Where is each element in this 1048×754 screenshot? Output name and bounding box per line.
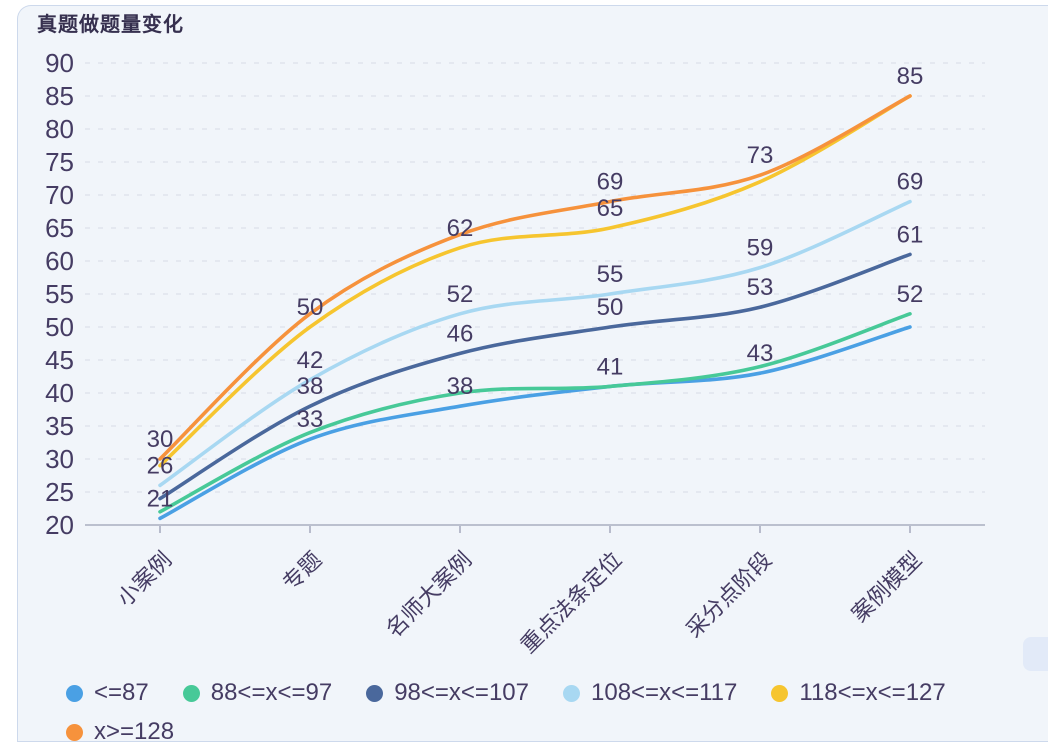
chart-title: 真题做题量变化 [37, 14, 184, 36]
point-label-<=87-名师大案例: 38 [447, 373, 474, 400]
point-label-<=87-采分点阶段: 43 [747, 340, 774, 367]
point-label-x>=128-采分点阶段: 73 [747, 142, 774, 169]
y-tick-label: 90 [45, 48, 74, 78]
point-label-108<=x<=117-名师大案例: 52 [447, 281, 474, 308]
point-label-108<=x<=117-专题: 42 [297, 347, 324, 374]
point-label-118<=x<=127-名师大案例: 62 [447, 215, 474, 242]
x-category-label: 重点法条定位 [516, 547, 627, 658]
y-tick-label: 20 [45, 510, 74, 540]
point-label-98<=x<=107-重点法条定位: 50 [597, 294, 624, 321]
series-lines [158, 94, 912, 521]
point-label-108<=x<=117-小案例: 26 [147, 452, 174, 479]
legend-dot-icon [66, 684, 83, 702]
legend-dot-icon [771, 684, 789, 702]
y-tick-label: 65 [45, 213, 74, 243]
legend-label: x>=128 [94, 718, 175, 745]
series-line-<=87 [158, 325, 912, 521]
legend-item-<=87[interactable]: <=87 [66, 679, 149, 707]
legend-dot-icon [66, 723, 83, 741]
x-category-label: 专题 [278, 547, 327, 596]
y-tick-label: 30 [45, 444, 74, 474]
legend-label: 98<=x<=107 [394, 679, 529, 706]
chart-panel [17, 5, 1048, 742]
legend-item-x>=128[interactable]: x>=128 [66, 718, 174, 746]
y-tick-label: 80 [45, 114, 74, 144]
y-tick-label: 60 [45, 246, 74, 276]
legend-label: <=87 [94, 679, 149, 706]
legend-label: 108<=x<=117 [591, 679, 738, 706]
series-line-118<=x<=127 [158, 94, 912, 468]
point-labels: 21 33 38 41 43 52 38 46 50 53 61 26 42 52 55 59 69 50 62 65… [147, 63, 924, 512]
point-label-<=87-重点法条定位: 41 [597, 353, 624, 380]
legend-item-98<=x<=107[interactable]: 98<=x<=107 [366, 679, 529, 707]
point-label-108<=x<=117-案例模型: 69 [897, 169, 924, 196]
point-label-108<=x<=117-重点法条定位: 55 [597, 261, 624, 288]
y-tick-label: 45 [45, 345, 74, 375]
point-label-x>=128-案例模型: 85 [897, 63, 924, 90]
y-tick-label: 25 [45, 477, 74, 507]
y-tick-label: 35 [45, 411, 74, 441]
legend-dot-icon [366, 684, 384, 702]
point-label-<=87-专题: 33 [297, 406, 324, 433]
legend-row-2: x>=128 [66, 718, 946, 746]
point-label-108<=x<=117-采分点阶段: 59 [747, 235, 774, 262]
x-category-label: 案例模型 [847, 547, 927, 627]
x-axis: 小案例 专题 名师大案例 重点法条定位 采分点阶段 案例模型 [85, 524, 985, 658]
point-label-x>=128-小案例: 30 [147, 426, 174, 453]
point-label-98<=x<=107-采分点阶段: 53 [747, 274, 774, 301]
point-label-98<=x<=107-名师大案例: 46 [447, 320, 474, 347]
series-line-x>=128 [158, 94, 912, 461]
x-category-label: 名师大案例 [381, 547, 476, 642]
x-category-label: 小案例 [112, 547, 176, 611]
legend-item-88<=x<=97[interactable]: 88<=x<=97 [182, 679, 333, 707]
y-tick-label: 75 [45, 147, 74, 177]
point-label-118<=x<=127-专题: 50 [297, 294, 324, 321]
edge-artifact [1023, 637, 1048, 671]
series-line-108<=x<=117 [158, 199, 912, 488]
chart-legend: <=87 88<=x<=97 98<=x<=107 108<=x<=117 118<=x… [66, 679, 946, 746]
legend-label: 88<=x<=97 [210, 679, 333, 706]
y-tick-label: 55 [45, 279, 74, 309]
point-label-118<=x<=127-重点法条定位: 65 [597, 195, 624, 222]
y-tick-label: 40 [45, 378, 74, 408]
y-tick-label: 85 [45, 81, 74, 111]
x-category-label: 采分点阶段 [681, 547, 776, 642]
y-tick-label: 50 [45, 312, 74, 342]
point-label-98<=x<=107-专题: 38 [297, 373, 324, 400]
legend-row-1: <=87 88<=x<=97 98<=x<=107 108<=x<=117 118<=x… [66, 679, 946, 707]
legend-item-108<=x<=117[interactable]: 108<=x<=117 [563, 679, 737, 707]
point-label-98<=x<=107-案例模型: 61 [897, 221, 924, 248]
legend-item-118<=x<=127[interactable]: 118<=x<=127 [771, 679, 946, 707]
point-label-<=87-小案例: 21 [147, 485, 174, 512]
legend-dot-icon [182, 684, 200, 702]
point-label-88<=x<=97-案例模型: 52 [897, 281, 924, 308]
legend-dot-icon [563, 684, 580, 702]
series-line-88<=x<=97 [158, 312, 912, 514]
point-label-x>=128-重点法条定位: 69 [597, 169, 624, 196]
y-tick-label: 70 [45, 180, 74, 210]
legend-label: 118<=x<=127 [799, 679, 946, 706]
series-line-98<=x<=107 [158, 252, 912, 501]
